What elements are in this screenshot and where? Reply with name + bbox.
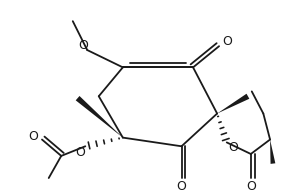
Polygon shape — [76, 96, 123, 138]
Polygon shape — [217, 94, 249, 113]
Text: O: O — [75, 146, 86, 158]
Text: O: O — [29, 130, 38, 143]
Text: O: O — [246, 180, 256, 193]
Text: O: O — [78, 39, 88, 52]
Text: O: O — [229, 141, 238, 154]
Text: O: O — [222, 35, 232, 48]
Text: O: O — [177, 180, 186, 193]
Polygon shape — [270, 140, 275, 164]
